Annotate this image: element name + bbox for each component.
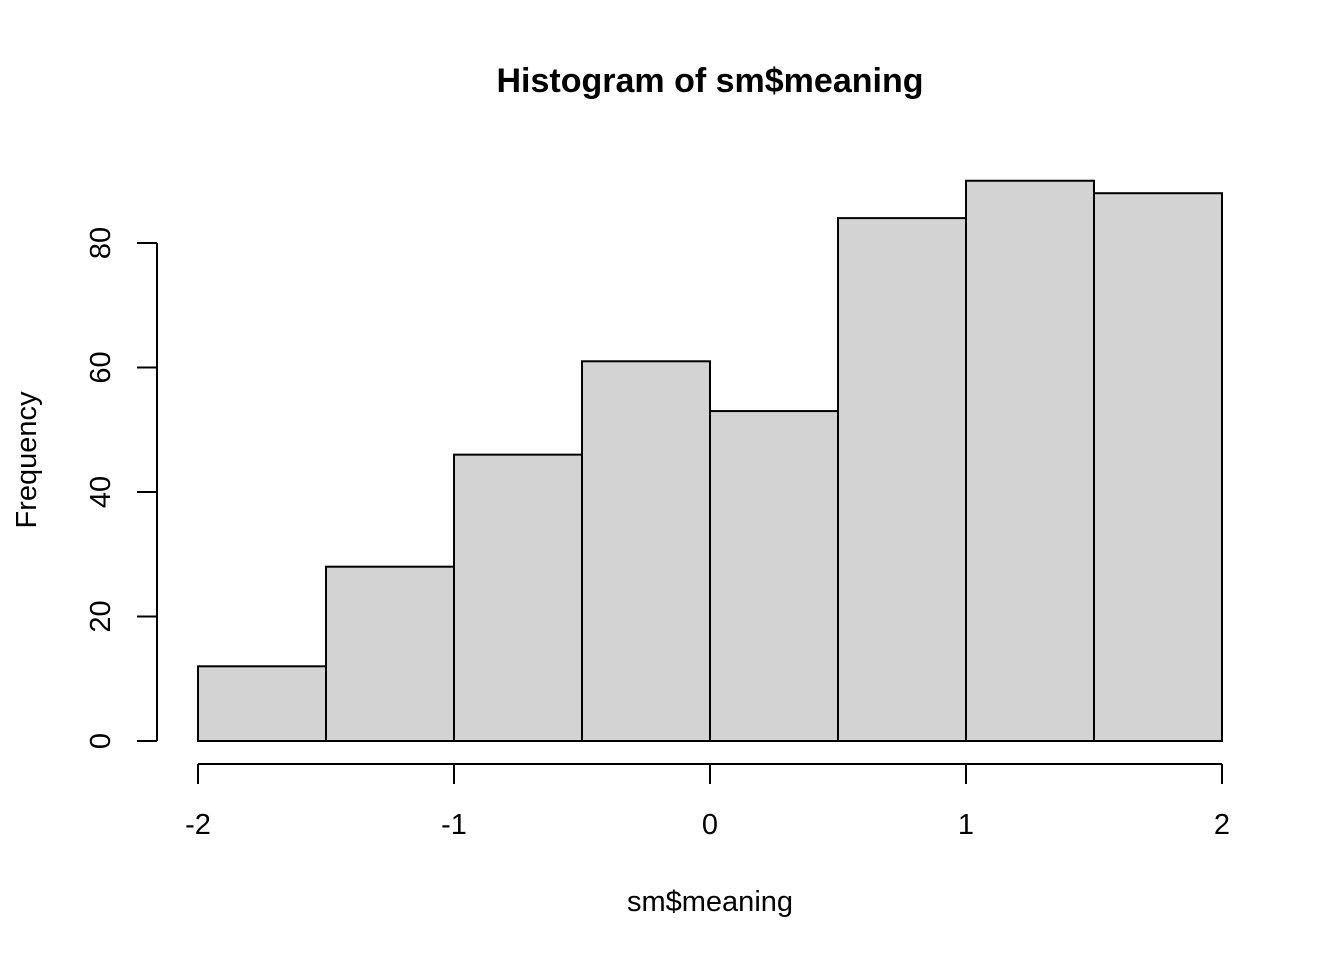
y-tick-label: 20: [85, 600, 117, 632]
histogram-bar-1: [325, 565, 455, 743]
histogram-bar-7: [1093, 192, 1223, 742]
x-tick-label: -1: [441, 809, 467, 841]
y-axis: 0 20 40 60 80: [85, 227, 158, 749]
x-tick-label: 1: [958, 809, 974, 841]
histogram-bar-3: [581, 360, 711, 742]
histogram-bar-4: [709, 410, 839, 742]
histogram-bar-5: [837, 217, 967, 743]
y-tick-label: 60: [85, 351, 117, 383]
histogram-bar-2: [453, 453, 583, 742]
y-axis-label: Frequency: [11, 391, 43, 529]
chart-title: Histogram of sm$meaning: [497, 62, 924, 100]
histogram-bar-6: [965, 179, 1095, 742]
x-axis-label: sm$meaning: [627, 886, 793, 918]
x-tick-label: -2: [185, 809, 211, 841]
x-tick-label: 0: [702, 809, 718, 841]
y-tick-label: 40: [85, 476, 117, 508]
y-tick-label: 0: [85, 733, 117, 749]
x-axis: -2 -1 0 1 2: [185, 763, 1230, 841]
y-tick-label: 80: [85, 227, 117, 259]
bars-group: [197, 179, 1223, 743]
histogram-bar-0: [197, 665, 327, 742]
x-tick-label: 2: [1214, 809, 1230, 841]
